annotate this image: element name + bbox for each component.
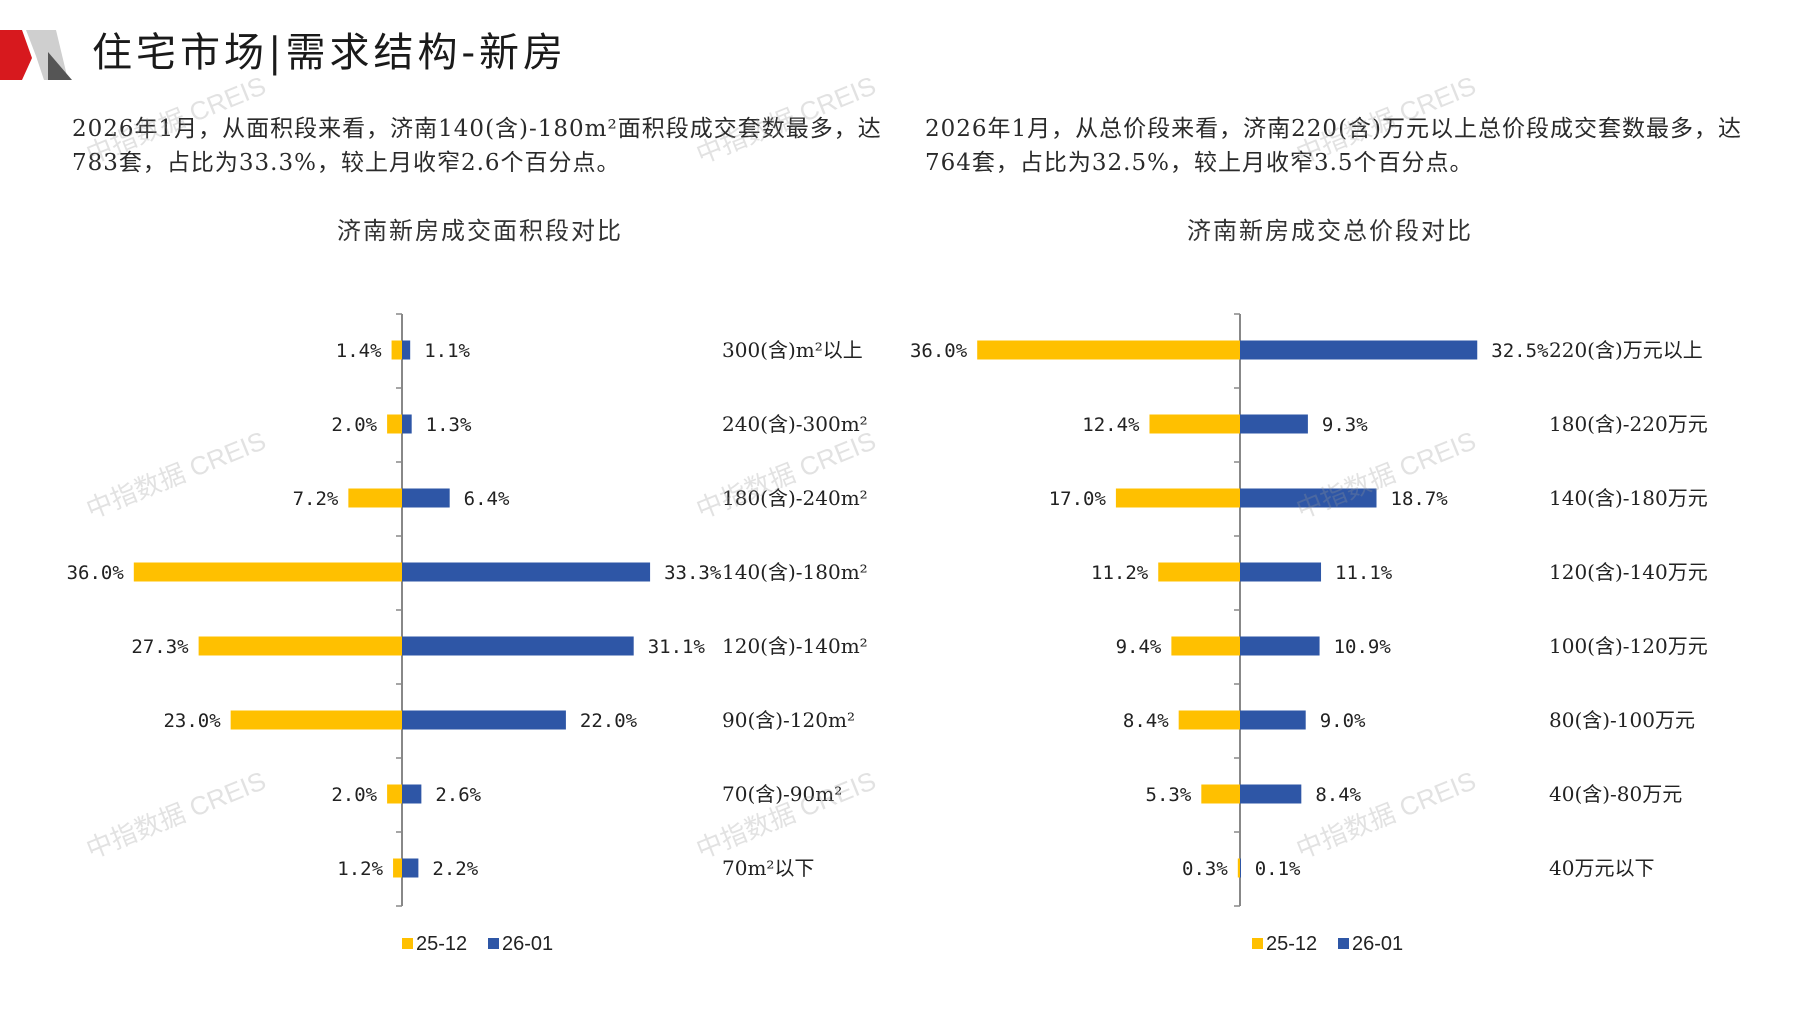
area-label-2512: 7.2% [293, 488, 339, 510]
price-bar-2512 [1149, 414, 1240, 434]
price-bar-2601 [1240, 710, 1306, 730]
price-bar-2512 [1178, 710, 1240, 730]
price-category-label: 120(含)-140万元 [1549, 560, 1708, 584]
area-label-2512: 2.0% [331, 784, 377, 806]
price-category-label: 80(含)-100万元 [1549, 708, 1695, 732]
area-bar-2512 [348, 488, 402, 508]
area-label-2601: 1.3% [426, 414, 472, 436]
area-label-2512: 36.0% [67, 562, 125, 584]
price-bar-2601 [1240, 858, 1241, 878]
description-left: 2026年1月，从面积段来看，济南140(含)-180m²面积段成交套数最多，达… [72, 116, 882, 176]
price-label-2512: 36.0% [910, 340, 968, 362]
area-label-2601: 33.3% [664, 562, 722, 584]
price-category-label: 40(含)-80万元 [1549, 782, 1682, 806]
area-category-label: 120(含)-140m² [722, 634, 868, 658]
title-bar: 住宅市场|需求结构-新房 [0, 18, 900, 86]
area-category-label: 70m²以下 [722, 856, 814, 880]
price-category-label: 140(含)-180万元 [1549, 486, 1708, 510]
area-bar-2512 [391, 340, 402, 360]
brand-logo-icon [0, 30, 72, 80]
price-bar-2601 [1240, 784, 1302, 804]
area-label-2512: 23.0% [163, 710, 221, 732]
area-label-2512: 1.4% [336, 340, 382, 362]
chart-title-price: 济南新房成交总价段对比 [1187, 217, 1473, 245]
price-label-2512: 9.4% [1116, 636, 1162, 658]
area-label-2512: 27.3% [131, 636, 189, 658]
description-right: 2026年1月，从总价段来看，济南220(含)万元以上总价段成交套数最多，达76… [925, 116, 1743, 176]
chart-title-area: 济南新房成交面积段对比 [337, 217, 623, 245]
area-label-2512: 2.0% [331, 414, 377, 436]
area-legend-label-2601: 26-01 [502, 933, 553, 955]
area-category-label: 90(含)-120m² [722, 708, 855, 732]
area-bar-2512 [387, 414, 402, 434]
area-legend-swatch-2512 [402, 938, 413, 949]
price-legend-label-2601: 26-01 [1352, 933, 1403, 955]
price-legend-swatch-2512 [1252, 938, 1263, 949]
area-legend-swatch-2601 [488, 938, 499, 949]
price-bar-2601 [1240, 340, 1478, 360]
area-category-label: 300(含)m²以上 [722, 338, 863, 362]
price-bar-2601 [1240, 414, 1308, 434]
area-label-2512: 1.2% [337, 858, 383, 880]
area-category-label: 240(含)-300m² [722, 412, 868, 436]
price-category-label: 220(含)万元以上 [1549, 338, 1703, 362]
price-label-2512: 17.0% [1049, 488, 1107, 510]
area-category-label: 70(含)-90m² [722, 782, 842, 806]
area-label-2601: 2.6% [435, 784, 481, 806]
area-bar-2601 [402, 488, 450, 508]
price-label-2512: 5.3% [1146, 784, 1192, 806]
area-category-label: 180(含)-240m² [722, 486, 868, 510]
area-bar-2601 [402, 414, 412, 434]
area-bar-2601 [402, 562, 651, 582]
price-category-label: 40万元以下 [1549, 856, 1654, 880]
price-bar-2512 [1171, 636, 1240, 656]
area-bar-2601 [402, 858, 419, 878]
price-bar-2512 [1237, 858, 1240, 878]
area-label-2601: 1.1% [424, 340, 470, 362]
area-bar-2601 [402, 710, 566, 730]
area-bar-2512 [198, 636, 402, 656]
area-bar-2512 [133, 562, 403, 582]
area-label-2601: 2.2% [432, 858, 478, 880]
area-label-2601: 31.1% [648, 636, 706, 658]
price-bar-2512 [1115, 488, 1240, 508]
price-legend-label-2512: 25-12 [1266, 933, 1317, 955]
price-bar-2512 [1201, 784, 1240, 804]
area-label-2601: 22.0% [580, 710, 638, 732]
price-label-2601: 18.7% [1391, 488, 1449, 510]
price-label-2601: 8.4% [1315, 784, 1361, 806]
area-bar-2512 [387, 784, 402, 804]
price-label-2601: 9.3% [1322, 414, 1368, 436]
price-label-2512: 11.2% [1091, 562, 1149, 584]
area-bar-2601 [402, 340, 411, 360]
price-label-2601: 9.0% [1320, 710, 1366, 732]
area-bar-2512 [393, 858, 402, 878]
price-bar-2601 [1240, 636, 1320, 656]
area-bar-2601 [402, 784, 422, 804]
area-category-label: 140(含)-180m² [722, 560, 868, 584]
price-label-2512: 8.4% [1123, 710, 1169, 732]
price-legend-swatch-2601 [1338, 938, 1349, 949]
price-category-label: 100(含)-120万元 [1549, 634, 1708, 658]
page-title: 住宅市场|需求结构-新房 [92, 30, 567, 76]
price-category-label: 180(含)-220万元 [1549, 412, 1708, 436]
price-bar-2601 [1240, 562, 1322, 582]
area-bar-2512 [230, 710, 402, 730]
price-label-2512: 0.3% [1182, 858, 1228, 880]
area-label-2601: 6.4% [464, 488, 510, 510]
price-bar-2512 [1158, 562, 1240, 582]
price-label-2601: 10.9% [1334, 636, 1392, 658]
price-label-2512: 12.4% [1082, 414, 1140, 436]
area-legend-label-2512: 25-12 [416, 933, 467, 955]
price-bar-2601 [1240, 488, 1377, 508]
area-bar-2601 [402, 636, 634, 656]
price-label-2601: 0.1% [1255, 858, 1301, 880]
price-bar-2512 [977, 340, 1240, 360]
price-label-2601: 11.1% [1335, 562, 1393, 584]
price-label-2601: 32.5% [1491, 340, 1549, 362]
